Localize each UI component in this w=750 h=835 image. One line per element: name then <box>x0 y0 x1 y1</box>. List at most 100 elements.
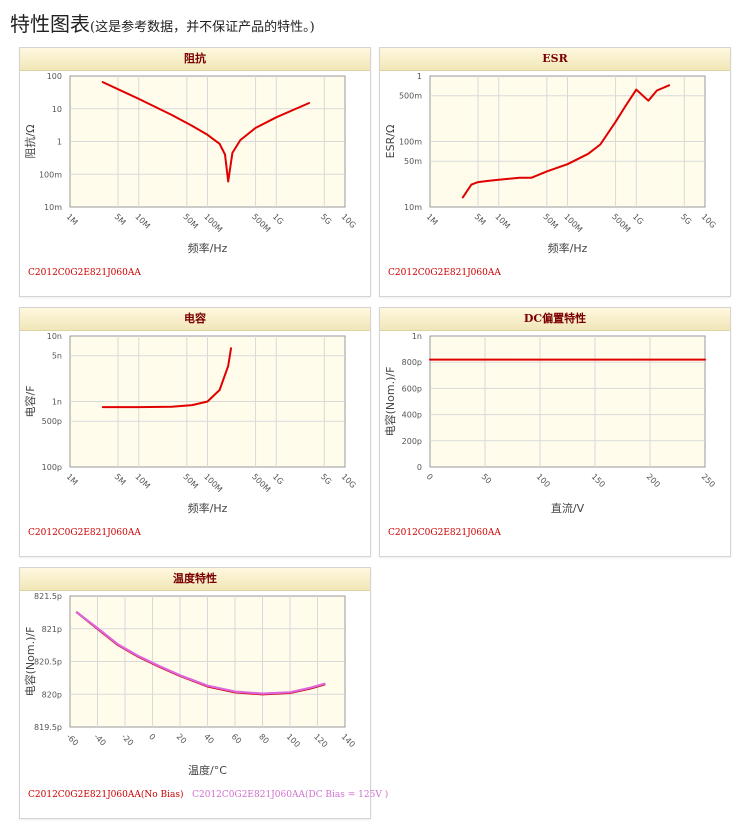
dcbias-y-tick-label: 200p <box>402 437 422 446</box>
esr-x-tick-label: 5M <box>473 212 488 227</box>
impedance-chart-panel: 阻抗 1M 5M 10M 50M 100M 500M 1G 5G 10G 100 10 1 100m 10… <box>19 47 371 297</box>
dcbias-part-label: C2012C0G2E821J060AA <box>388 528 501 538</box>
temperature-x-axis-label: 温度/°C <box>188 763 227 777</box>
temperature-series-line-2 <box>75 611 326 695</box>
temperature-x-tick-label: 120 <box>312 732 329 749</box>
temperature-x-tick-label: 20 <box>175 732 189 746</box>
esr-x-axis-label: 频率/Hz <box>548 241 588 255</box>
esr-y-tick-label: 1 <box>417 72 422 81</box>
impedance-x-axis-label: 频率/Hz <box>188 241 228 255</box>
impedance-y-tick-label: 1 <box>57 138 62 147</box>
capacitance-y-tick-label: 1n <box>52 398 62 407</box>
dcbias-y-tick-label: 0 <box>417 463 422 472</box>
capacitance-y-tick-label: 5n <box>52 352 62 361</box>
capacitance-x-axis-label: 频率/Hz <box>188 501 228 515</box>
temperature-x-tick-label: 140 <box>340 732 357 749</box>
esr-y-tick-label: 50m <box>404 157 422 166</box>
temperature-x-tick-label: 100 <box>285 732 302 749</box>
esr-y-axis-label: ESR/Ω <box>384 125 397 159</box>
esr-x-tick-label: 10M <box>493 212 512 231</box>
temperature-x-tick-label: 80 <box>257 732 271 746</box>
page-note: (这是参考数据，并不保证产品的特性。) <box>90 20 315 35</box>
esr-y-tick-label: 100m <box>399 138 422 147</box>
impedance-x-tick-label: 1G <box>271 212 285 226</box>
esr-y-tick-label: 500m <box>399 92 422 101</box>
temperature-chart-title: 温度特性 <box>20 568 370 591</box>
capacitance-chart-title: 电容 <box>20 308 370 331</box>
esr-part-label: C2012C0G2E821J060AA <box>388 268 501 278</box>
impedance-series-line-1 <box>101 81 311 183</box>
capacitance-x-tick-label: 10M <box>133 472 152 491</box>
dcbias-y-tick-label: 800p <box>402 358 422 367</box>
temperature-y-tick-label: 821p <box>42 625 62 634</box>
esr-x-tick-label: 1G <box>631 212 645 226</box>
dcbias-x-tick-label: 150 <box>590 472 607 489</box>
capacitance-x-tick-label: 1M <box>65 472 80 487</box>
capacitance-y-tick-label: 500p <box>42 417 62 426</box>
esr-chart-panel: ESR 1M 5M 10M 50M 100M 500M 1G 5G 10G 1 500m 100m 50… <box>379 47 731 297</box>
temperature-y-tick-label: 820.5p <box>34 658 62 667</box>
dcbias-y-tick-label: 1n <box>412 332 422 341</box>
impedance-x-tick-label: 5M <box>113 212 128 227</box>
impedance-x-tick-label: 1M <box>65 212 80 227</box>
dcbias-chart-panel: DC偏置特性 0 50 100 150 200 250 1n 800p 600p 400p 200p… <box>379 307 731 557</box>
impedance-x-tick-label: 10M <box>133 212 152 231</box>
impedance-part-label: C2012C0G2E821J060AA <box>28 268 141 278</box>
impedance-y-axis-label: 阻抗/Ω <box>23 124 37 158</box>
dcbias-x-tick-label: 100 <box>535 472 552 489</box>
esr-x-tick-label: 10G <box>700 212 718 230</box>
dcbias-chart: 0 50 100 150 200 250 1n 800p 600p 400p 200p 0 电容(Nom… <box>383 332 717 515</box>
capacitance-y-tick-label: 100p <box>42 463 62 472</box>
impedance-y-tick-label: 100m <box>39 170 62 179</box>
dcbias-x-tick-label: 250 <box>700 472 717 489</box>
capacitance-x-tick-label: 5G <box>319 472 333 486</box>
dcbias-x-axis-label: 直流/V <box>551 501 585 515</box>
dcbias-x-tick-label: 200 <box>645 472 662 489</box>
dcbias-plot-area <box>429 335 706 468</box>
esr-series-line-1 <box>461 84 671 199</box>
temperature-part-label: C2012C0G2E821J060AA(No Bias) C2012C0G2E8… <box>28 790 388 800</box>
temperature-x-tick-label: 0 <box>147 732 157 742</box>
temperature-y-axis-label: 电容(Nom.)/F <box>23 627 37 697</box>
esr-y-tick-label: 10m <box>404 203 422 212</box>
capacitance-x-tick-label: 500M <box>250 472 272 494</box>
capacitance-part-label: C2012C0G2E821J060AA <box>28 528 141 538</box>
capacitance-x-tick-label: 5M <box>113 472 128 487</box>
dcbias-y-axis-label: 电容(Nom.)/F <box>383 367 397 437</box>
temperature-y-tick-label: 821.5p <box>34 592 62 601</box>
impedance-y-tick-label: 100 <box>47 72 62 81</box>
page-title: 特性图表(这是参考数据，并不保证产品的特性。) <box>10 8 315 37</box>
temperature-series1-label: C2012C0G2E821J060AA(No Bias) <box>28 790 184 800</box>
capacitance-x-tick-label: 10G <box>340 472 358 490</box>
esr-x-tick-label: 1M <box>425 212 440 227</box>
capacitance-x-tick-label: 100M <box>202 472 224 494</box>
temperature-series2-label: C2012C0G2E821J060AA(DC Bias = 125V ) <box>192 790 389 800</box>
temperature-chart: -60 -40 -20 0 20 40 60 80 100 120 140 821.5p 821p 820… <box>23 592 357 777</box>
capacitance-y-axis-label: 电容/F <box>23 385 37 417</box>
dcbias-y-tick-label: 400p <box>402 411 422 420</box>
esr-x-tick-label: 5G <box>679 212 693 226</box>
temperature-chart-panel: 温度特性 -60 -40 -20 0 20 40 60 80 100 120 140 821.5p 82… <box>19 567 388 819</box>
capacitance-chart-panel: 电容 1M 5M 10M 50M 100M 500M 1G 5G 10G 10n 5n 1n 500p 1… <box>19 307 371 557</box>
temperature-y-tick-label: 819.5p <box>34 723 62 732</box>
capacitance-x-tick-label: 1G <box>271 472 285 486</box>
temperature-x-tick-label: -60 <box>65 732 81 748</box>
impedance-x-tick-label: 5G <box>319 212 333 226</box>
impedance-x-tick-label: 50M <box>181 212 200 231</box>
temperature-x-tick-label: -20 <box>120 732 136 748</box>
impedance-x-tick-label: 10G <box>340 212 358 230</box>
impedance-chart-title: 阻抗 <box>20 48 370 71</box>
capacitance-x-tick-label: 50M <box>181 472 200 491</box>
dcbias-y-tick-label: 600p <box>402 384 422 393</box>
capacitance-y-tick-label: 10n <box>47 332 62 341</box>
dcbias-x-tick-label: 50 <box>480 472 494 486</box>
esr-x-tick-label: 50M <box>541 212 560 231</box>
page-title-text: 特性图表 <box>10 12 90 36</box>
dcbias-x-tick-label: 0 <box>425 472 435 482</box>
dcbias-chart-title: DC偏置特性 <box>380 308 730 331</box>
impedance-x-tick-label: 500M <box>250 212 272 234</box>
temperature-x-tick-label: 60 <box>230 732 244 746</box>
